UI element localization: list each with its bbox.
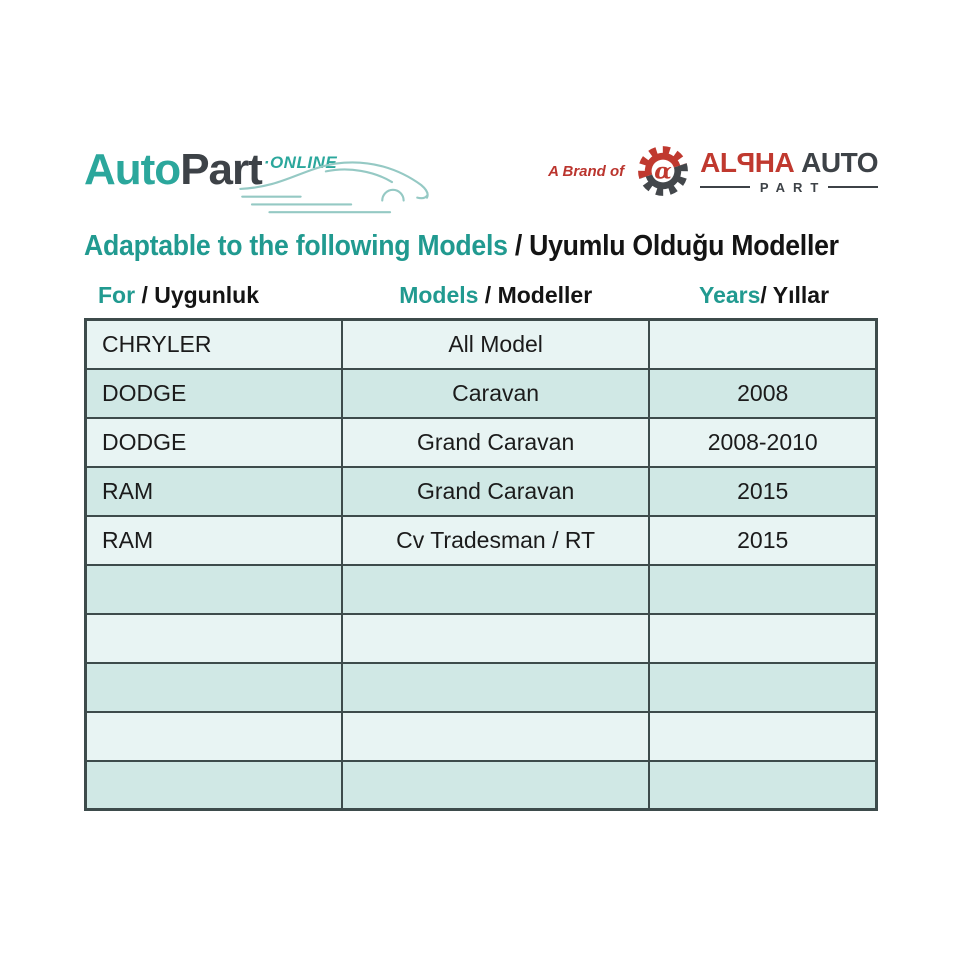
table-row: DODGE Grand Caravan 2008-2010 <box>84 416 878 468</box>
page-title-tr: Uyumlu Olduğu Modeller <box>529 230 839 262</box>
column-header-for: For / Uygunluk <box>98 281 260 308</box>
table-row <box>84 612 878 664</box>
cell-model: Grand Caravan <box>340 416 651 468</box>
column-header-models: Models / Modeller <box>399 281 593 308</box>
part-line-left <box>700 186 750 188</box>
cell-model <box>340 661 651 713</box>
cell-model: Grand Caravan <box>340 465 651 517</box>
cell-model <box>340 612 651 664</box>
table-row: CHRYLER All Model <box>84 318 878 370</box>
cell-model: Caravan <box>340 367 651 419</box>
cell-years: 2008 <box>648 367 878 419</box>
header: AutoPart ·ONLINE A Brand of <box>84 138 878 214</box>
cell-years <box>648 563 878 615</box>
cell-years <box>648 710 878 762</box>
brand-prefix-label: A Brand of <box>548 162 625 180</box>
cell-model <box>340 759 651 811</box>
car-sketch-icon <box>239 161 429 214</box>
compatibility-table: CHRYLER All Model DODGE Caravan 2008 DOD… <box>84 318 878 811</box>
brand-word-part: PART <box>759 179 827 195</box>
autopart-logo-text: AutoPart ·ONLINE <box>84 138 414 195</box>
cell-for <box>84 661 343 713</box>
cell-for: DODGE <box>84 367 343 419</box>
table-column-headers: For / Uygunluk Models / Modeller Years/ … <box>84 280 878 310</box>
table-row <box>84 563 878 615</box>
table-row: RAM Grand Caravan 2015 <box>84 465 878 517</box>
cell-years <box>648 759 878 811</box>
cell-for: CHRYLER <box>84 318 343 370</box>
cell-for: RAM <box>84 514 343 566</box>
table-row <box>84 661 878 713</box>
cell-for: DODGE <box>84 416 343 468</box>
cell-model: All Model <box>340 318 651 370</box>
alpha-symbol: α <box>654 158 672 184</box>
table-row: DODGE Caravan 2008 <box>84 367 878 419</box>
logo-word-auto: Auto <box>84 145 181 194</box>
table-row <box>84 759 878 811</box>
part-line-right <box>828 186 879 188</box>
cell-for <box>84 563 343 615</box>
page-title-en: Adaptable to the following Models <box>84 230 508 262</box>
table-row: RAM Cv Tradesman / RT 2015 <box>84 514 878 566</box>
logo-word-part: Part <box>180 145 263 194</box>
column-header-years: Years/ Yıllar <box>699 281 830 308</box>
brand-wordmark: ALPHA AUTO PART <box>700 146 879 195</box>
cell-years <box>648 318 878 370</box>
autopart-logo: AutoPart ·ONLINE <box>84 138 429 214</box>
cell-years <box>648 612 878 664</box>
cell-years: 2015 <box>648 465 878 517</box>
cell-years: 2008-2010 <box>648 416 878 468</box>
table-row <box>84 710 878 762</box>
cell-for <box>84 612 343 664</box>
brand-word-alpha: ALPHA <box>700 146 795 178</box>
gear-alpha-icon: α <box>638 146 689 196</box>
cell-model <box>340 710 651 762</box>
cell-for <box>84 759 343 811</box>
brand-word-auto: AUTO <box>801 146 878 178</box>
cell-for <box>84 710 343 762</box>
cell-years: 2015 <box>648 514 878 566</box>
cell-for: RAM <box>84 465 343 517</box>
page-title: Adaptable to the following Models / Uyum… <box>84 230 839 262</box>
cell-model <box>340 563 651 615</box>
brand-part-row: PART <box>700 179 879 195</box>
cell-years <box>648 661 878 713</box>
cell-model: Cv Tradesman / RT <box>340 514 651 566</box>
alpha-auto-part-logo: A Brand of α ALPHA AUTO PART <box>548 144 878 198</box>
